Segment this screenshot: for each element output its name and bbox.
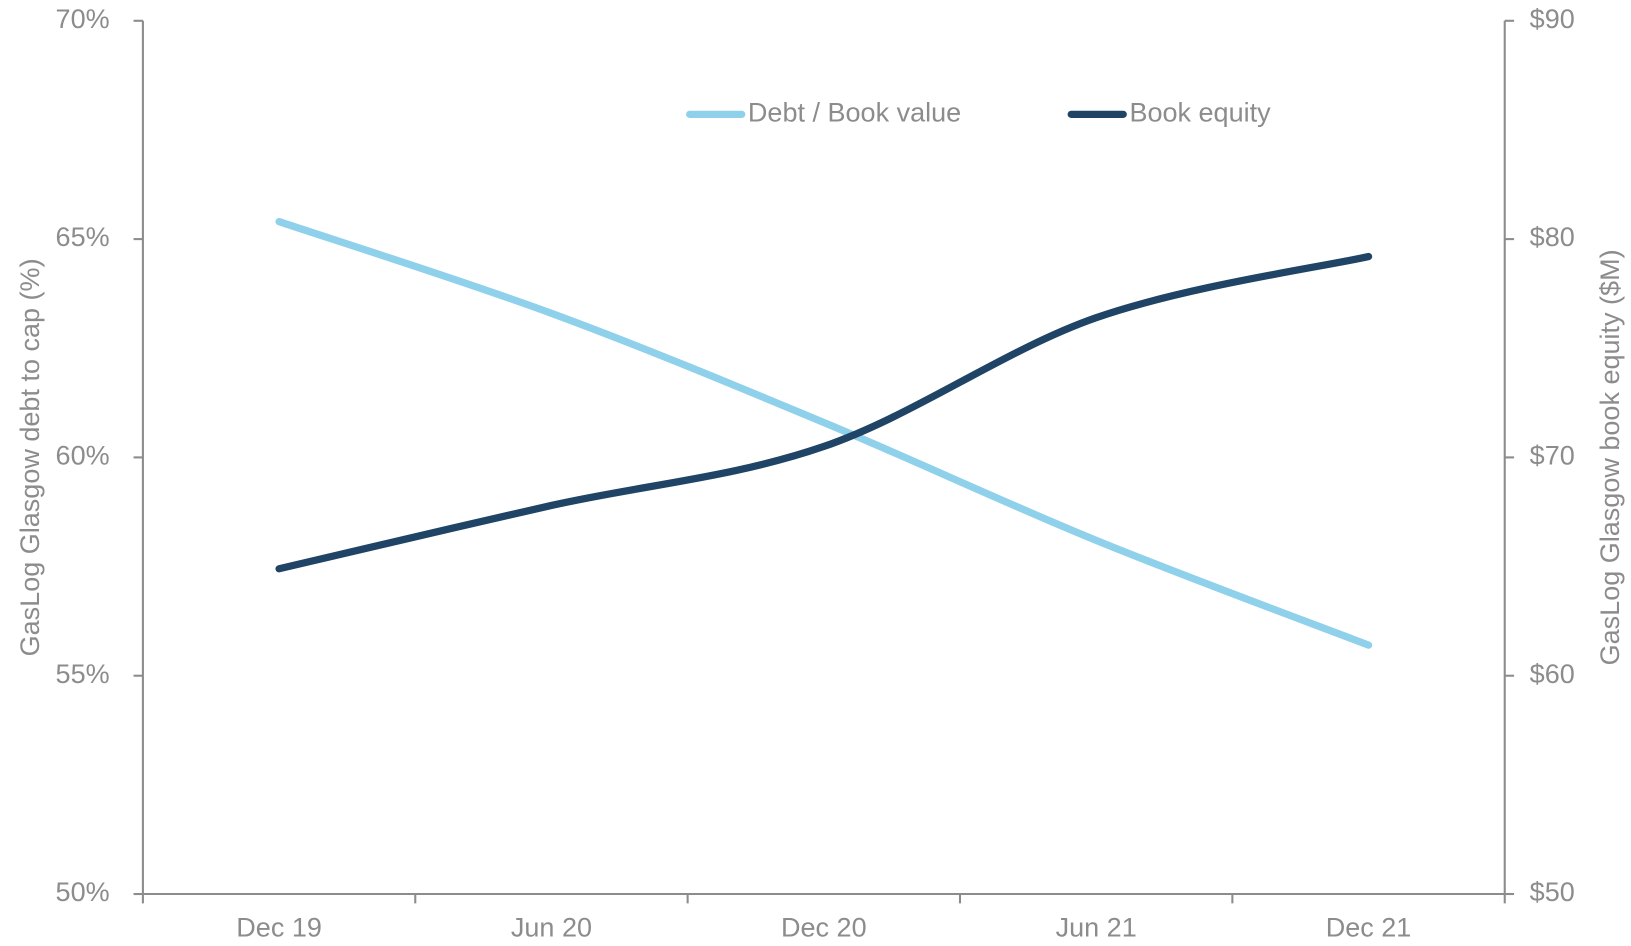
legend-label: Book equity bbox=[1129, 97, 1271, 127]
series-line bbox=[275, 252, 1373, 573]
y-tick-label: 60% bbox=[56, 441, 110, 471]
y-axis-label: GasLog Glasgow debt to cap (%) bbox=[15, 258, 45, 656]
x-tick-label: Dec 21 bbox=[1326, 913, 1412, 943]
x-tick-label: Jun 20 bbox=[511, 913, 592, 943]
y2-tick-label: $60 bbox=[1530, 659, 1575, 689]
y-tick-label: 55% bbox=[56, 659, 110, 689]
y2-tick-label: $90 bbox=[1530, 4, 1575, 34]
y-tick-label: 50% bbox=[56, 877, 110, 907]
y-tick-label: 65% bbox=[56, 222, 110, 252]
x-tick-label: Dec 20 bbox=[781, 913, 867, 943]
y2-tick-label: $70 bbox=[1530, 441, 1575, 471]
y-tick-label: 70% bbox=[56, 4, 110, 34]
y2-tick-label: $80 bbox=[1530, 222, 1575, 252]
x-tick-label: Dec 19 bbox=[236, 913, 322, 943]
series-line bbox=[275, 217, 1373, 649]
y2-tick-label: $50 bbox=[1530, 877, 1575, 907]
x-tick-label: Jun 21 bbox=[1056, 913, 1137, 943]
y2-axis-label: GasLog Glasgow book equity ($M) bbox=[1595, 249, 1625, 665]
legend-label: Debt / Book value bbox=[748, 97, 961, 127]
